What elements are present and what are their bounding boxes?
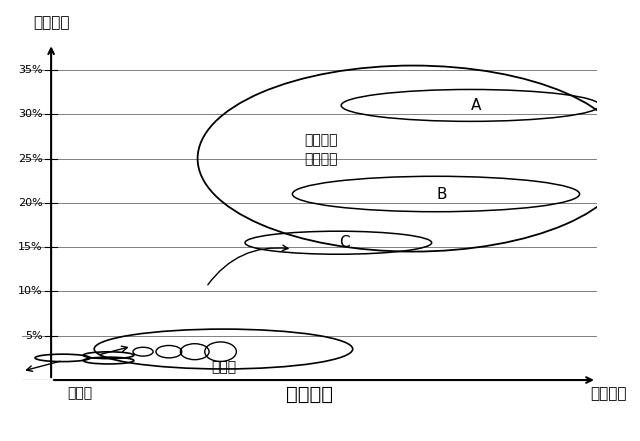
Text: 生存者: 生存者 [67, 386, 92, 400]
Text: 35%: 35% [18, 65, 42, 75]
Text: 參與者: 參與者 [211, 360, 236, 374]
Text: 5%: 5% [25, 331, 42, 341]
Text: A: A [471, 98, 481, 113]
Text: 10%: 10% [18, 287, 42, 296]
Title: 三四矩陣: 三四矩陣 [286, 385, 333, 404]
Text: 25%: 25% [18, 153, 42, 164]
Text: 市場份額: 市場份額 [33, 15, 69, 30]
Text: 企業實力: 企業實力 [590, 386, 627, 401]
Text: B: B [436, 187, 447, 202]
Text: 三個主要
競爭對手: 三個主要 競爭對手 [305, 133, 338, 166]
Text: C: C [339, 235, 349, 250]
Text: 20%: 20% [18, 198, 42, 208]
Text: 30%: 30% [18, 109, 42, 119]
Text: 15%: 15% [18, 242, 42, 252]
